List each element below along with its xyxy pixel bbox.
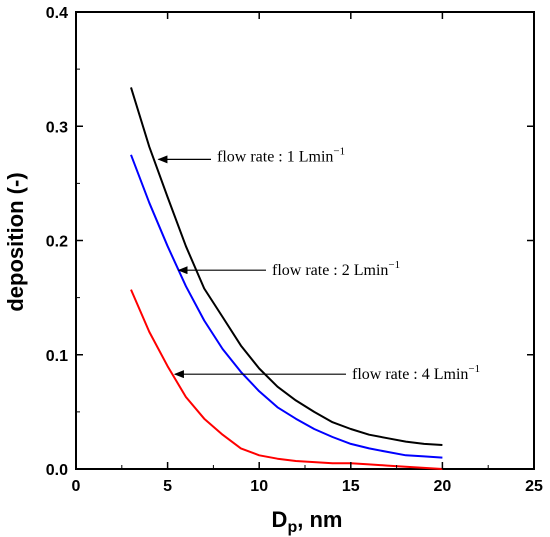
annotation-layer: flow rate : 1 Lmin−1 flow rate : 2 Lmin−1… <box>157 145 480 383</box>
annotation-label: flow rate : 2 Lmin−1 <box>272 259 400 279</box>
series-layer <box>130 87 443 470</box>
x-tick-label: 20 <box>434 478 452 495</box>
x-tick-label: 25 <box>525 478 543 495</box>
y-axis-title: deposition (-) <box>3 172 28 311</box>
series-line-1 <box>130 87 443 446</box>
ticks-layer: 0 5 10 15 20 25 0.0 0.1 0.2 0.3 0.4 <box>46 5 543 495</box>
plot-frame <box>75 11 535 470</box>
x-tick-label: 15 <box>342 478 360 495</box>
x-tick-label: 5 <box>163 478 172 495</box>
annotation-label: flow rate : 1 Lmin−1 <box>217 145 345 165</box>
y-tick-label: 0.1 <box>46 348 68 365</box>
y-tick-label: 0.4 <box>46 5 68 22</box>
y-tick-label: 0.3 <box>46 119 68 136</box>
x-tick-label: 0 <box>72 478 81 495</box>
plot-area <box>75 11 535 470</box>
series-line-2 <box>130 154 443 459</box>
series-line-3 <box>130 289 443 470</box>
y-tick-label: 0.0 <box>46 462 68 479</box>
y-tick-label: 0.2 <box>46 234 68 251</box>
annotation-label: flow rate : 4 Lmin−1 <box>352 363 480 383</box>
x-tick-label: 10 <box>250 478 268 495</box>
x-axis-title: Dp, nm <box>272 507 343 536</box>
